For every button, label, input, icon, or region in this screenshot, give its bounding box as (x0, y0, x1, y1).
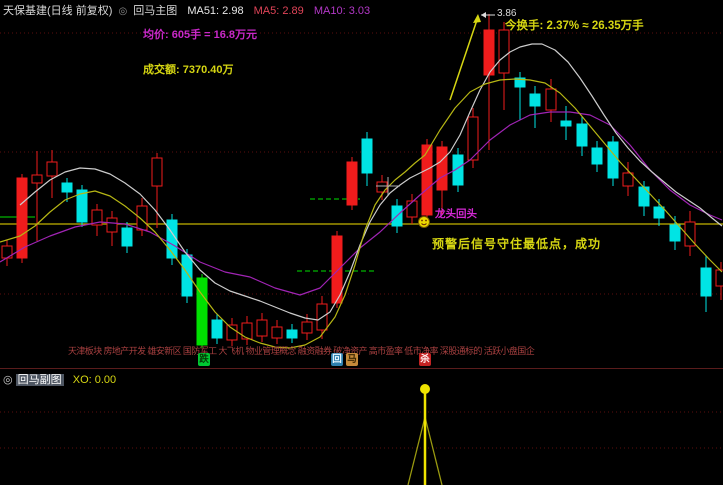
alert-text: 预警后信号守住最低点，成功 (432, 237, 602, 251)
stock-title: 天保基建(日线 前复权) (3, 5, 113, 17)
badge-0: 跌 (198, 353, 210, 366)
ma10-label: MA10: 3.03 (313, 5, 371, 17)
turnover-annotation: 成交额: 7370.40万 (143, 64, 234, 76)
ma5-label: MA5: 2.89 (253, 5, 304, 17)
badge-1: 回 (331, 353, 343, 366)
xo-value-label: XO: 0.00 (72, 374, 117, 386)
dragon-head-signal-label: 龙头回头 (435, 208, 477, 220)
chart-header: 天保基建(日线 前复权) ◎ 回马主图 MA51: 2.98 MA5: 2.89… (3, 2, 370, 18)
badge-3: 杀 (419, 353, 431, 366)
indicator-circle-icon[interactable]: ◎ (118, 6, 128, 17)
sub-indicator-name[interactable]: 回马副图 (15, 374, 64, 386)
ma51-label: MA51: 2.98 (187, 5, 244, 17)
main-indicator-name[interactable]: 回马主图 (133, 5, 178, 17)
sub-panel-header: ◎ 回马副图 XO: 0.00 (3, 371, 116, 387)
avg-price-annotation: 均价: 605手 = 16.8万元 (143, 29, 258, 41)
today-turnover-annotation: 今换手: 2.37% ≈ 26.35万手 (505, 20, 644, 32)
sector-tags-line: 天津板块 房地产开发 雄安新区 国防军工 大飞机 物业管理概念 融资融券 破净资… (68, 346, 535, 356)
sub-indicator-circle-icon[interactable]: ◎ (3, 374, 13, 386)
badge-2: 马 (346, 353, 358, 366)
panel-divider (0, 368, 723, 369)
peak-price-label: 3.86 (497, 8, 517, 19)
